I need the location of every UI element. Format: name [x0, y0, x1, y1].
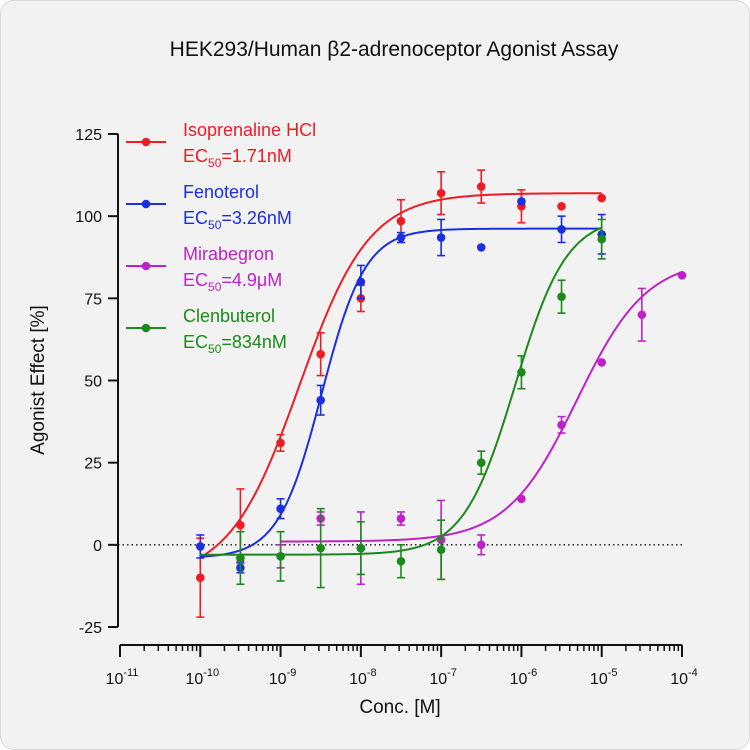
data-point	[396, 233, 406, 242]
y-tick-label: 50	[84, 374, 102, 391]
legend-series-name: Mirabegron	[183, 244, 274, 264]
data-point	[396, 514, 406, 523]
data-point	[356, 277, 366, 287]
data-point	[677, 271, 687, 280]
y-tick-label: 75	[84, 291, 102, 308]
legend-series-name: Fenoterol	[183, 182, 259, 202]
data-point	[597, 358, 607, 367]
x-tick-label: 10-7	[429, 667, 457, 688]
data-point	[316, 349, 325, 359]
x-tick-label: 10-9	[269, 667, 297, 688]
data-point	[356, 543, 366, 553]
data-point	[276, 438, 285, 448]
legend-series-name: Clenbuterol	[183, 306, 275, 326]
data-point	[236, 553, 245, 563]
data-point	[276, 552, 285, 561]
data-point	[276, 504, 285, 513]
x-tick-label: 10-6	[510, 667, 538, 688]
data-point	[557, 202, 566, 211]
y-tick-label: 100	[75, 209, 102, 226]
data-point	[195, 573, 205, 582]
data-point	[316, 543, 325, 553]
legend-marker	[141, 137, 151, 147]
data-point	[476, 458, 486, 467]
legend-marker	[141, 323, 151, 333]
data-point	[597, 234, 607, 244]
data-point	[396, 556, 406, 566]
x-tick-label: 10-8	[349, 667, 377, 688]
y-tick-label: 125	[75, 127, 102, 144]
legend-ec50: EC50=3.26nM	[183, 208, 292, 232]
data-point	[597, 193, 607, 203]
data-point	[517, 494, 526, 504]
data-point	[557, 420, 566, 430]
legend: Isoprenaline HCl EC50=1.71nM Fenoterol EC50…	[126, 120, 316, 356]
data-point	[517, 367, 526, 377]
data-point	[436, 188, 446, 198]
data-point	[316, 395, 325, 405]
y-tick-label: 0	[93, 538, 102, 555]
y-axis-label: Agonist Effect [%]	[28, 305, 49, 455]
x-axis-label: Conc. [M]	[359, 697, 440, 718]
fit-curve	[280, 271, 683, 543]
legend-ec50: EC50=834nM	[183, 332, 287, 356]
data-point	[436, 545, 446, 555]
chart-title: HEK293/Human β2-adrenoceptor Agonist Ass…	[170, 38, 619, 61]
data-point	[396, 216, 406, 226]
data-point	[195, 542, 205, 551]
x-tick-label: 10-11	[106, 667, 139, 688]
plot-area	[195, 169, 687, 618]
data-point	[476, 243, 486, 252]
series-mirabegron	[276, 271, 687, 586]
data-point	[517, 197, 526, 206]
legend-series-name: Isoprenaline HCl	[183, 120, 316, 140]
legend-marker	[141, 199, 151, 209]
y-tick-label: 25	[84, 456, 102, 473]
data-point	[557, 225, 566, 234]
x-tick-label: 10-10	[185, 667, 219, 688]
legend-entry: Isoprenaline HCl EC50=1.71nM	[126, 120, 316, 170]
data-point	[476, 540, 486, 550]
data-point	[476, 182, 486, 191]
x-tick-label: 10-5	[590, 667, 618, 688]
legend-entry: Mirabegron EC50=4.9μM	[126, 244, 282, 294]
legend-entry: Fenoterol EC50=3.26nM	[126, 182, 292, 232]
legend-ec50: EC50=4.9μM	[183, 270, 282, 294]
y-tick-label: -25	[79, 620, 102, 637]
data-point	[236, 520, 245, 530]
axes: -25 0 25 50 75 100 125 10-11 10-10 10-9 10-8 10-7 10…	[75, 127, 697, 688]
data-point	[436, 233, 446, 242]
series-clenbuterol	[200, 218, 607, 589]
data-point	[557, 292, 566, 301]
legend-entry: Clenbuterol EC50=834nM	[126, 306, 287, 356]
x-tick-label: 10-4	[670, 667, 698, 688]
legend-ec50: EC50=1.71nM	[183, 146, 292, 170]
data-point	[637, 310, 647, 320]
legend-marker	[141, 261, 151, 271]
